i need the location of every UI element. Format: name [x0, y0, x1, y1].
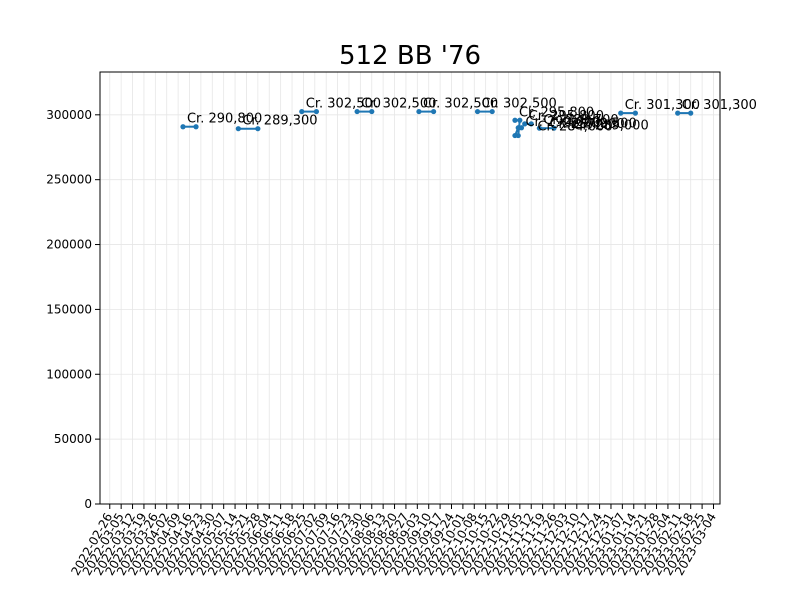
data-point [180, 124, 186, 130]
y-tick-label: 0 [84, 497, 92, 511]
data-point [517, 117, 523, 123]
data-point [354, 108, 360, 115]
y-tick-label: 250000 [46, 173, 92, 187]
data-label: Cr. 302,500 [482, 97, 557, 112]
y-tick-label: 150000 [46, 302, 92, 316]
data-point [313, 108, 320, 115]
data-point [299, 108, 305, 115]
data-label: Cr. 287,000 [549, 117, 624, 132]
y-tick-label: 50000 [54, 432, 92, 446]
data-label: Cr. 284,000 [537, 119, 612, 134]
data-label: Cr. 289,700 [543, 113, 618, 128]
y-tick-label: 200000 [46, 238, 92, 252]
series-layer [180, 108, 694, 139]
data-point [518, 125, 525, 131]
data-label: Cr. 301,300 [682, 98, 757, 113]
data-label: Cr. 289,500 [561, 117, 636, 132]
data-point [193, 124, 199, 130]
chart-title: 512 BB '76 [339, 41, 481, 71]
data-label: Cr. 295,800 [519, 105, 594, 120]
data-point [512, 132, 518, 139]
data-point [551, 125, 557, 131]
data-point [528, 121, 534, 127]
data-point [618, 110, 624, 116]
plot-frame [99, 71, 721, 505]
data-point [416, 108, 422, 115]
data-label: Cr. 302,500 [361, 97, 436, 112]
data-point [489, 108, 495, 115]
data-point [235, 126, 241, 132]
data-point [255, 126, 261, 132]
data-label: Cr. 289,000 [573, 118, 648, 133]
data-label: Cr. 289,300 [242, 114, 317, 129]
data-point [512, 117, 518, 123]
data-label: Cr. 290,800 [187, 112, 262, 127]
data-point [536, 125, 542, 131]
data-label: Cr. 290,000 [525, 115, 600, 130]
data-label: Cr. 295,800 [529, 109, 604, 124]
tick-layer: 2022-02-262022-03-052022-03-122022-03-19… [46, 108, 719, 578]
data-label: Cr. 301,300 [625, 98, 700, 113]
data-label: Cr. 302,500 [423, 97, 498, 112]
data-point [430, 108, 437, 115]
data-point [688, 110, 694, 116]
data-label: Cr. 302,500 [306, 97, 381, 112]
data-point [474, 108, 481, 115]
data-point [369, 108, 375, 115]
data-point [675, 110, 681, 116]
data-point [522, 121, 528, 127]
grid-layer [100, 72, 720, 505]
y-tick-label: 300000 [46, 108, 92, 122]
data-point [632, 110, 638, 116]
y-tick-label: 100000 [46, 367, 92, 381]
